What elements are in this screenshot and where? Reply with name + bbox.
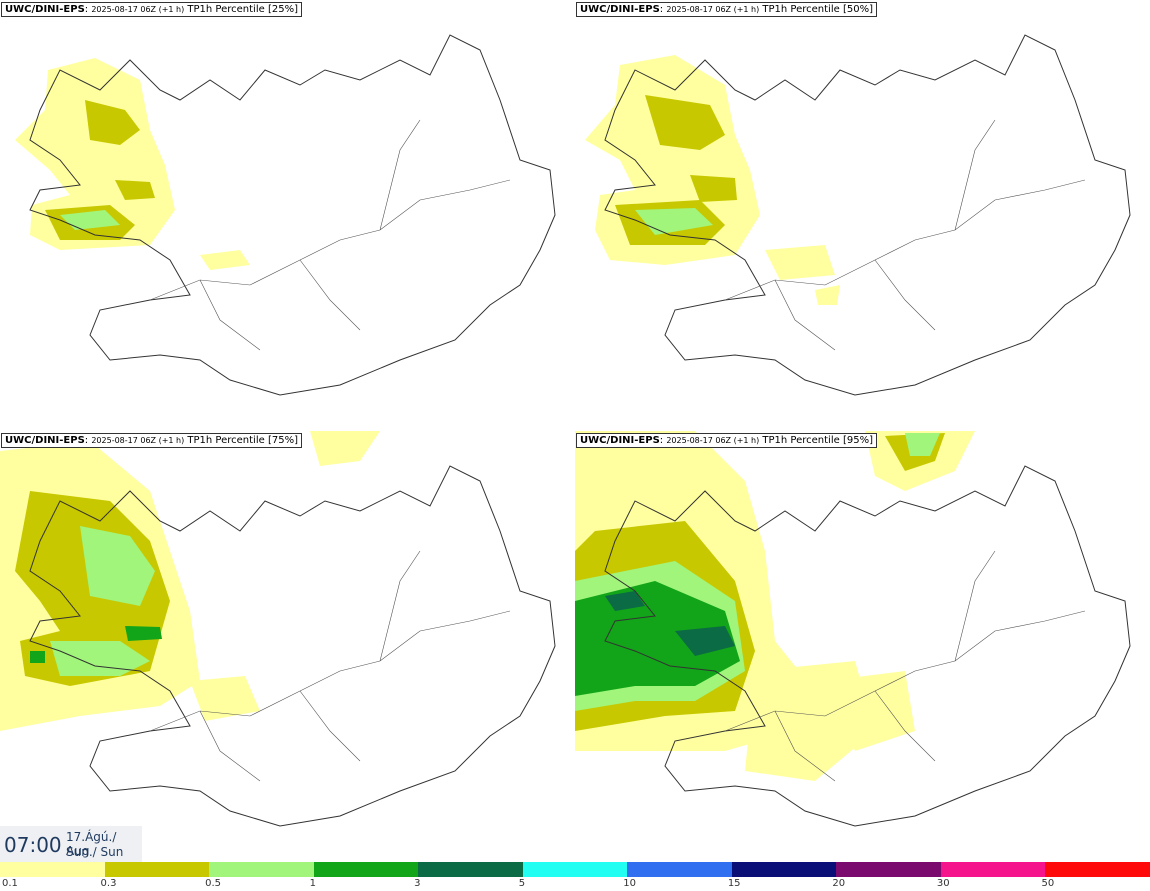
- colorbar-ticks: 0.1 0.3 0.5 1 3 5 10 15 20 30 50: [0, 877, 1150, 891]
- iceland-map-p25: [15, 34, 556, 396]
- colorbar-tick-label: 30: [936, 878, 950, 889]
- colorbar-swatch: [209, 862, 315, 877]
- colorbar-swatch: [940, 862, 1047, 877]
- panel-title: UWC/DINI-EPS: 2025-08-17 06Z (+1 h) TP1h…: [1, 2, 302, 17]
- map-panel-p75: UWC/DINI-EPS: 2025-08-17 06Z (+1 h) TP1h…: [0, 431, 575, 861]
- iceland-map-p95: [575, 431, 1131, 827]
- map-panel-p95: UWC/DINI-EPS: 2025-08-17 06Z (+1 h) TP1h…: [575, 431, 1150, 861]
- map-panel-p25: UWC/DINI-EPS: 2025-08-17 06Z (+1 h) TP1h…: [0, 0, 575, 430]
- precip-field-p25: [15, 58, 250, 270]
- map-panel-p50: UWC/DINI-EPS: 2025-08-17 06Z (+1 h) TP1h…: [575, 0, 1150, 430]
- panel-title: UWC/DINI-EPS: 2025-08-17 06Z (+1 h) TP1h…: [1, 433, 302, 448]
- iceland-outline: [604, 465, 1131, 827]
- colorbar-swatch: [313, 862, 420, 877]
- precip-field-p75: [0, 431, 380, 731]
- valid-time-day: Sun./ Sun: [66, 845, 124, 859]
- colorbar-tick-label: 50: [1041, 878, 1055, 889]
- colorbar-tick-label: 0.3: [100, 878, 117, 889]
- precip-field-p50: [585, 55, 840, 305]
- valid-time-date: 17.Ágú./ Aug: [66, 830, 117, 858]
- precip-colorbar: [0, 862, 1150, 877]
- iceland-outline: [29, 465, 556, 827]
- roads: [149, 550, 511, 782]
- colorbar-tick-label: 0.5: [205, 878, 221, 889]
- colorbar-swatch: [104, 862, 211, 877]
- colorbar-swatch: [731, 862, 838, 877]
- colorbar-swatch: [0, 862, 106, 877]
- colorbar-tick-label: 15: [727, 878, 741, 889]
- colorbar-tick-label: 3: [414, 878, 421, 889]
- colorbar-swatch: [418, 862, 524, 877]
- valid-time-box: 07:00 17.Ágú./ Aug Sun./ Sun: [0, 826, 142, 862]
- colorbar-tick-label: 1: [309, 878, 316, 889]
- colorbar-tick-label: 0.1: [2, 878, 18, 889]
- roads: [724, 550, 1086, 782]
- colorbar-swatch: [627, 862, 733, 877]
- panel-title: UWC/DINI-EPS: 2025-08-17 06Z (+1 h) TP1h…: [576, 2, 877, 17]
- iceland-map-p75: [0, 431, 556, 827]
- iceland-outline: [29, 34, 556, 396]
- iceland-outline: [604, 34, 1131, 396]
- colorbar-tick-label: 20: [832, 878, 846, 889]
- colorbar-tick-label: 10: [623, 878, 636, 889]
- roads: [149, 119, 511, 351]
- colorbar-swatch: [836, 862, 942, 877]
- panel-title: UWC/DINI-EPS: 2025-08-17 06Z (+1 h) TP1h…: [576, 433, 877, 448]
- valid-time-clock: 07:00: [4, 833, 62, 857]
- colorbar-tick-label: 5: [518, 878, 526, 889]
- precip-field-p95: [575, 431, 975, 781]
- roads: [724, 119, 1086, 351]
- colorbar-swatch: [522, 862, 629, 877]
- colorbar-swatch: [1045, 862, 1150, 877]
- iceland-map-p50: [585, 34, 1131, 396]
